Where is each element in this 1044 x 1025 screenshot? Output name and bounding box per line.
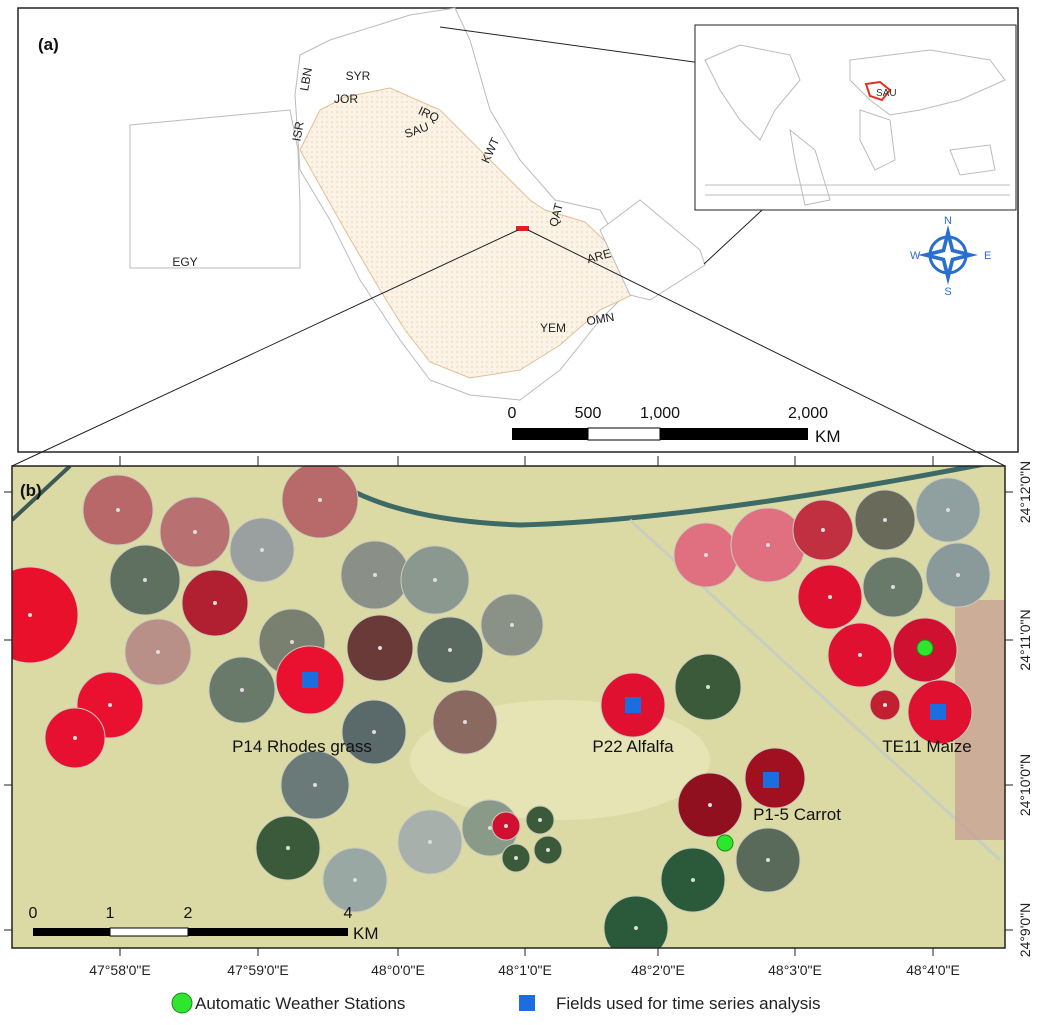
pivot-center (946, 508, 950, 512)
field-label: P14 Rhodes grass (232, 737, 372, 756)
pivot-center (286, 846, 290, 850)
latitude-label: 24°9'0"N (1017, 903, 1033, 958)
field-marker (302, 672, 318, 688)
station-marker (917, 640, 933, 656)
scale-bar-a (512, 428, 808, 440)
pivot-center (766, 543, 770, 547)
pivot-center (510, 623, 514, 627)
legend-label: Fields used for time series analysis (556, 994, 821, 1013)
panel-b (0, 460, 1005, 960)
latitude-label: 24°12'0"N (1017, 461, 1033, 523)
legend-symbol-field (519, 995, 535, 1011)
country-label: YEM (540, 321, 566, 335)
pivot-center (691, 878, 695, 882)
pivot-center (290, 640, 294, 644)
panel-label: (a) (38, 35, 59, 54)
pivot-center (514, 856, 518, 860)
country-label: SYR (346, 69, 371, 83)
panel-label: (b) (20, 481, 42, 500)
pivot-center (318, 498, 322, 502)
longitude-label: 48°4'0"E (906, 962, 960, 978)
compass-label: S (944, 286, 951, 298)
pivot-center (260, 548, 264, 552)
pivot-center (28, 613, 32, 617)
field-marker (930, 704, 946, 720)
legend-symbol-station (172, 993, 192, 1013)
pivot-center (766, 858, 770, 862)
scale-bar-b (33, 928, 348, 936)
field-label: P1-5 Carrot (753, 805, 841, 824)
longitude-label: 48°2'0"E (631, 962, 685, 978)
field-label: P22 Alfalfa (592, 737, 674, 756)
pivot-center (858, 653, 862, 657)
latitude-label: 24°11'0"N (1017, 609, 1033, 670)
pivot-center (883, 703, 887, 707)
pivot-center (116, 508, 120, 512)
longitude-label: 48°0'0"E (371, 962, 425, 978)
pivot-center (538, 818, 542, 822)
station-marker (717, 835, 733, 851)
pivot-center (372, 730, 376, 734)
scale-label: 0 (29, 905, 38, 922)
country-label: EGY (172, 255, 197, 269)
inset-label: SAU (876, 88, 897, 99)
pivot-center (883, 518, 887, 522)
pivot-center (428, 840, 432, 844)
longitude-label: 47°58'0"E (89, 962, 151, 978)
inset-frame (695, 25, 1016, 210)
pivot-center (193, 530, 197, 534)
pivot-center (73, 736, 77, 740)
panel-a (12, 8, 1018, 466)
pivot-center (708, 803, 712, 807)
pivot-center (213, 601, 217, 605)
field-label: TE11 Maize (882, 737, 971, 756)
pivot-center (240, 688, 244, 692)
scale-label: 500 (575, 405, 602, 422)
pivot-center (156, 650, 160, 654)
pivot-center (956, 573, 960, 577)
pivot-center (706, 685, 710, 689)
scale-label: 1,000 (640, 405, 680, 422)
land-egypt (130, 110, 300, 268)
pivot-center (448, 648, 452, 652)
scale-label: 2 (184, 905, 193, 922)
scale-unit: KM (353, 924, 379, 943)
pivot-center (891, 585, 895, 589)
scale-label: 0 (508, 405, 517, 422)
longitude-label: 48°3'0"E (768, 962, 822, 978)
pivot-center (704, 553, 708, 557)
pivot-center (504, 824, 508, 828)
pivot-center (108, 703, 112, 707)
legend-label: Automatic Weather Stations (195, 994, 405, 1013)
pivot-center (433, 578, 437, 582)
compass-label: W (910, 250, 921, 262)
pivot-center (488, 826, 492, 830)
pivot-center (463, 720, 467, 724)
pivot-center (353, 878, 357, 882)
pivot-center (143, 578, 147, 582)
compass-label: N (944, 215, 952, 227)
latitude-label: 24°10'0"N (1017, 754, 1033, 816)
field-marker (625, 697, 641, 713)
pivot-center (378, 646, 382, 650)
country-label: JOR (334, 92, 358, 106)
compass-label: E (984, 250, 991, 262)
longitude-label: 48°1'0"E (498, 962, 552, 978)
pivot-center (828, 595, 832, 599)
pivot-center (546, 848, 550, 852)
pivot-center (373, 573, 377, 577)
scale-label: 1 (106, 905, 115, 922)
scale-label: 4 (344, 905, 353, 922)
scale-label: 2,000 (788, 405, 828, 422)
pivot-center (634, 926, 638, 930)
pivot-center (821, 528, 825, 532)
scale-unit: KM (815, 427, 841, 446)
field-marker (763, 772, 779, 788)
longitude-label: 47°59'0"E (227, 962, 289, 978)
figure: (a) (b) 0 500 1,000 2,000 KM N E S W SAU… (0, 0, 1044, 1020)
pivot-center (313, 783, 317, 787)
